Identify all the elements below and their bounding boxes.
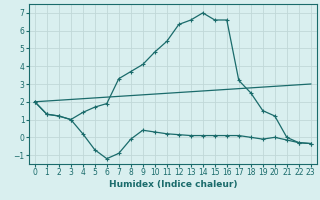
X-axis label: Humidex (Indice chaleur): Humidex (Indice chaleur) <box>108 180 237 189</box>
